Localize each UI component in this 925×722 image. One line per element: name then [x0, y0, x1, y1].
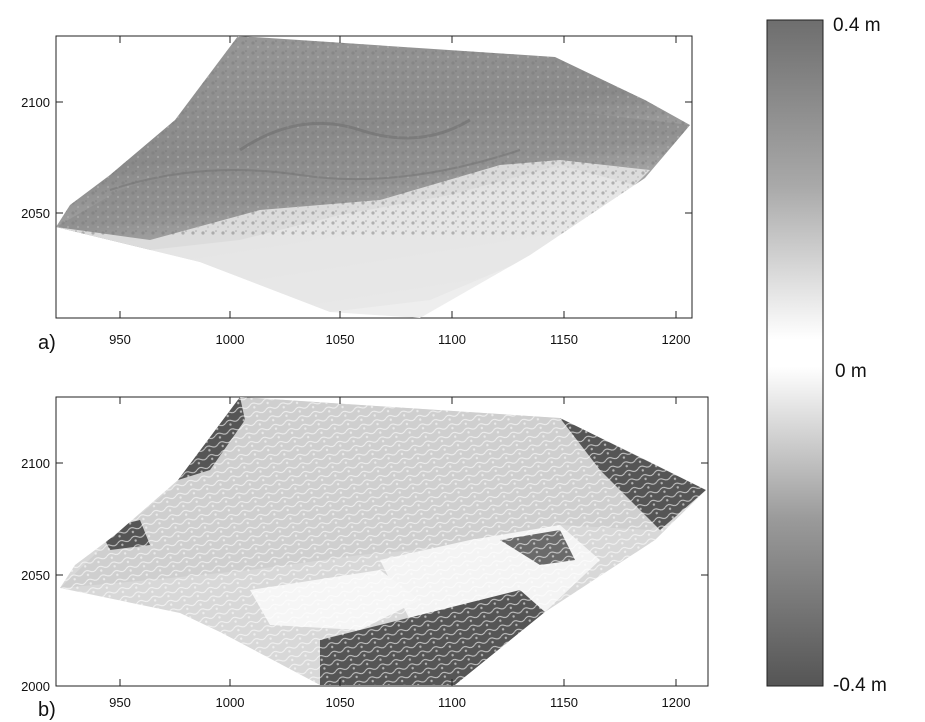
- panel-a-letter: a): [38, 332, 56, 354]
- panel-b: 950 1000 1050 1100 1150 1200 2100 2050 2…: [21, 396, 709, 721]
- panel-b-x-tick-2: 1050: [326, 695, 355, 710]
- colorbar-gradient: [766, 19, 824, 687]
- panel-a-x-tick-0: 950: [109, 332, 131, 347]
- panel-b-y-tick-2: 2000: [21, 679, 50, 694]
- panel-a-x-ticks: [56, 36, 692, 318]
- panel-a-x-tick-3: 1100: [438, 332, 466, 347]
- panel-b-letter: b): [38, 699, 56, 721]
- colorbar-top-label: 0.4 m: [833, 15, 881, 36]
- panel-a-x-tick-1: 1000: [216, 332, 245, 347]
- panel-b-x-tick-4: 1150: [550, 695, 578, 710]
- panel-a-x-tick-2: 1050: [326, 332, 355, 347]
- panel-a-x-tick-5: 1200: [662, 332, 691, 347]
- panel-a-y-tick-0: 2100: [21, 95, 50, 110]
- panel-a: 950 1000 1050 1100 1150 1200 2100 2050 a…: [21, 35, 693, 354]
- colorbar: 0.4 m 0 m -0.4 m: [766, 15, 887, 696]
- panel-b-x-tick-5: 1200: [662, 695, 691, 710]
- panel-b-x-tick-1: 1000: [216, 695, 245, 710]
- panel-b-x-tick-0: 950: [109, 695, 131, 710]
- colorbar-bottom-label: -0.4 m: [833, 675, 887, 696]
- panel-a-y-tick-1: 2050: [21, 206, 50, 221]
- panel-b-y-tick-1: 2050: [21, 568, 50, 583]
- panel-b-x-ticks: [56, 397, 708, 686]
- panel-b-y-tick-0: 2100: [21, 456, 50, 471]
- panel-b-x-tick-3: 1100: [438, 695, 466, 710]
- colorbar-mid-label: 0 m: [835, 361, 867, 382]
- panel-a-x-tick-4: 1150: [550, 332, 578, 347]
